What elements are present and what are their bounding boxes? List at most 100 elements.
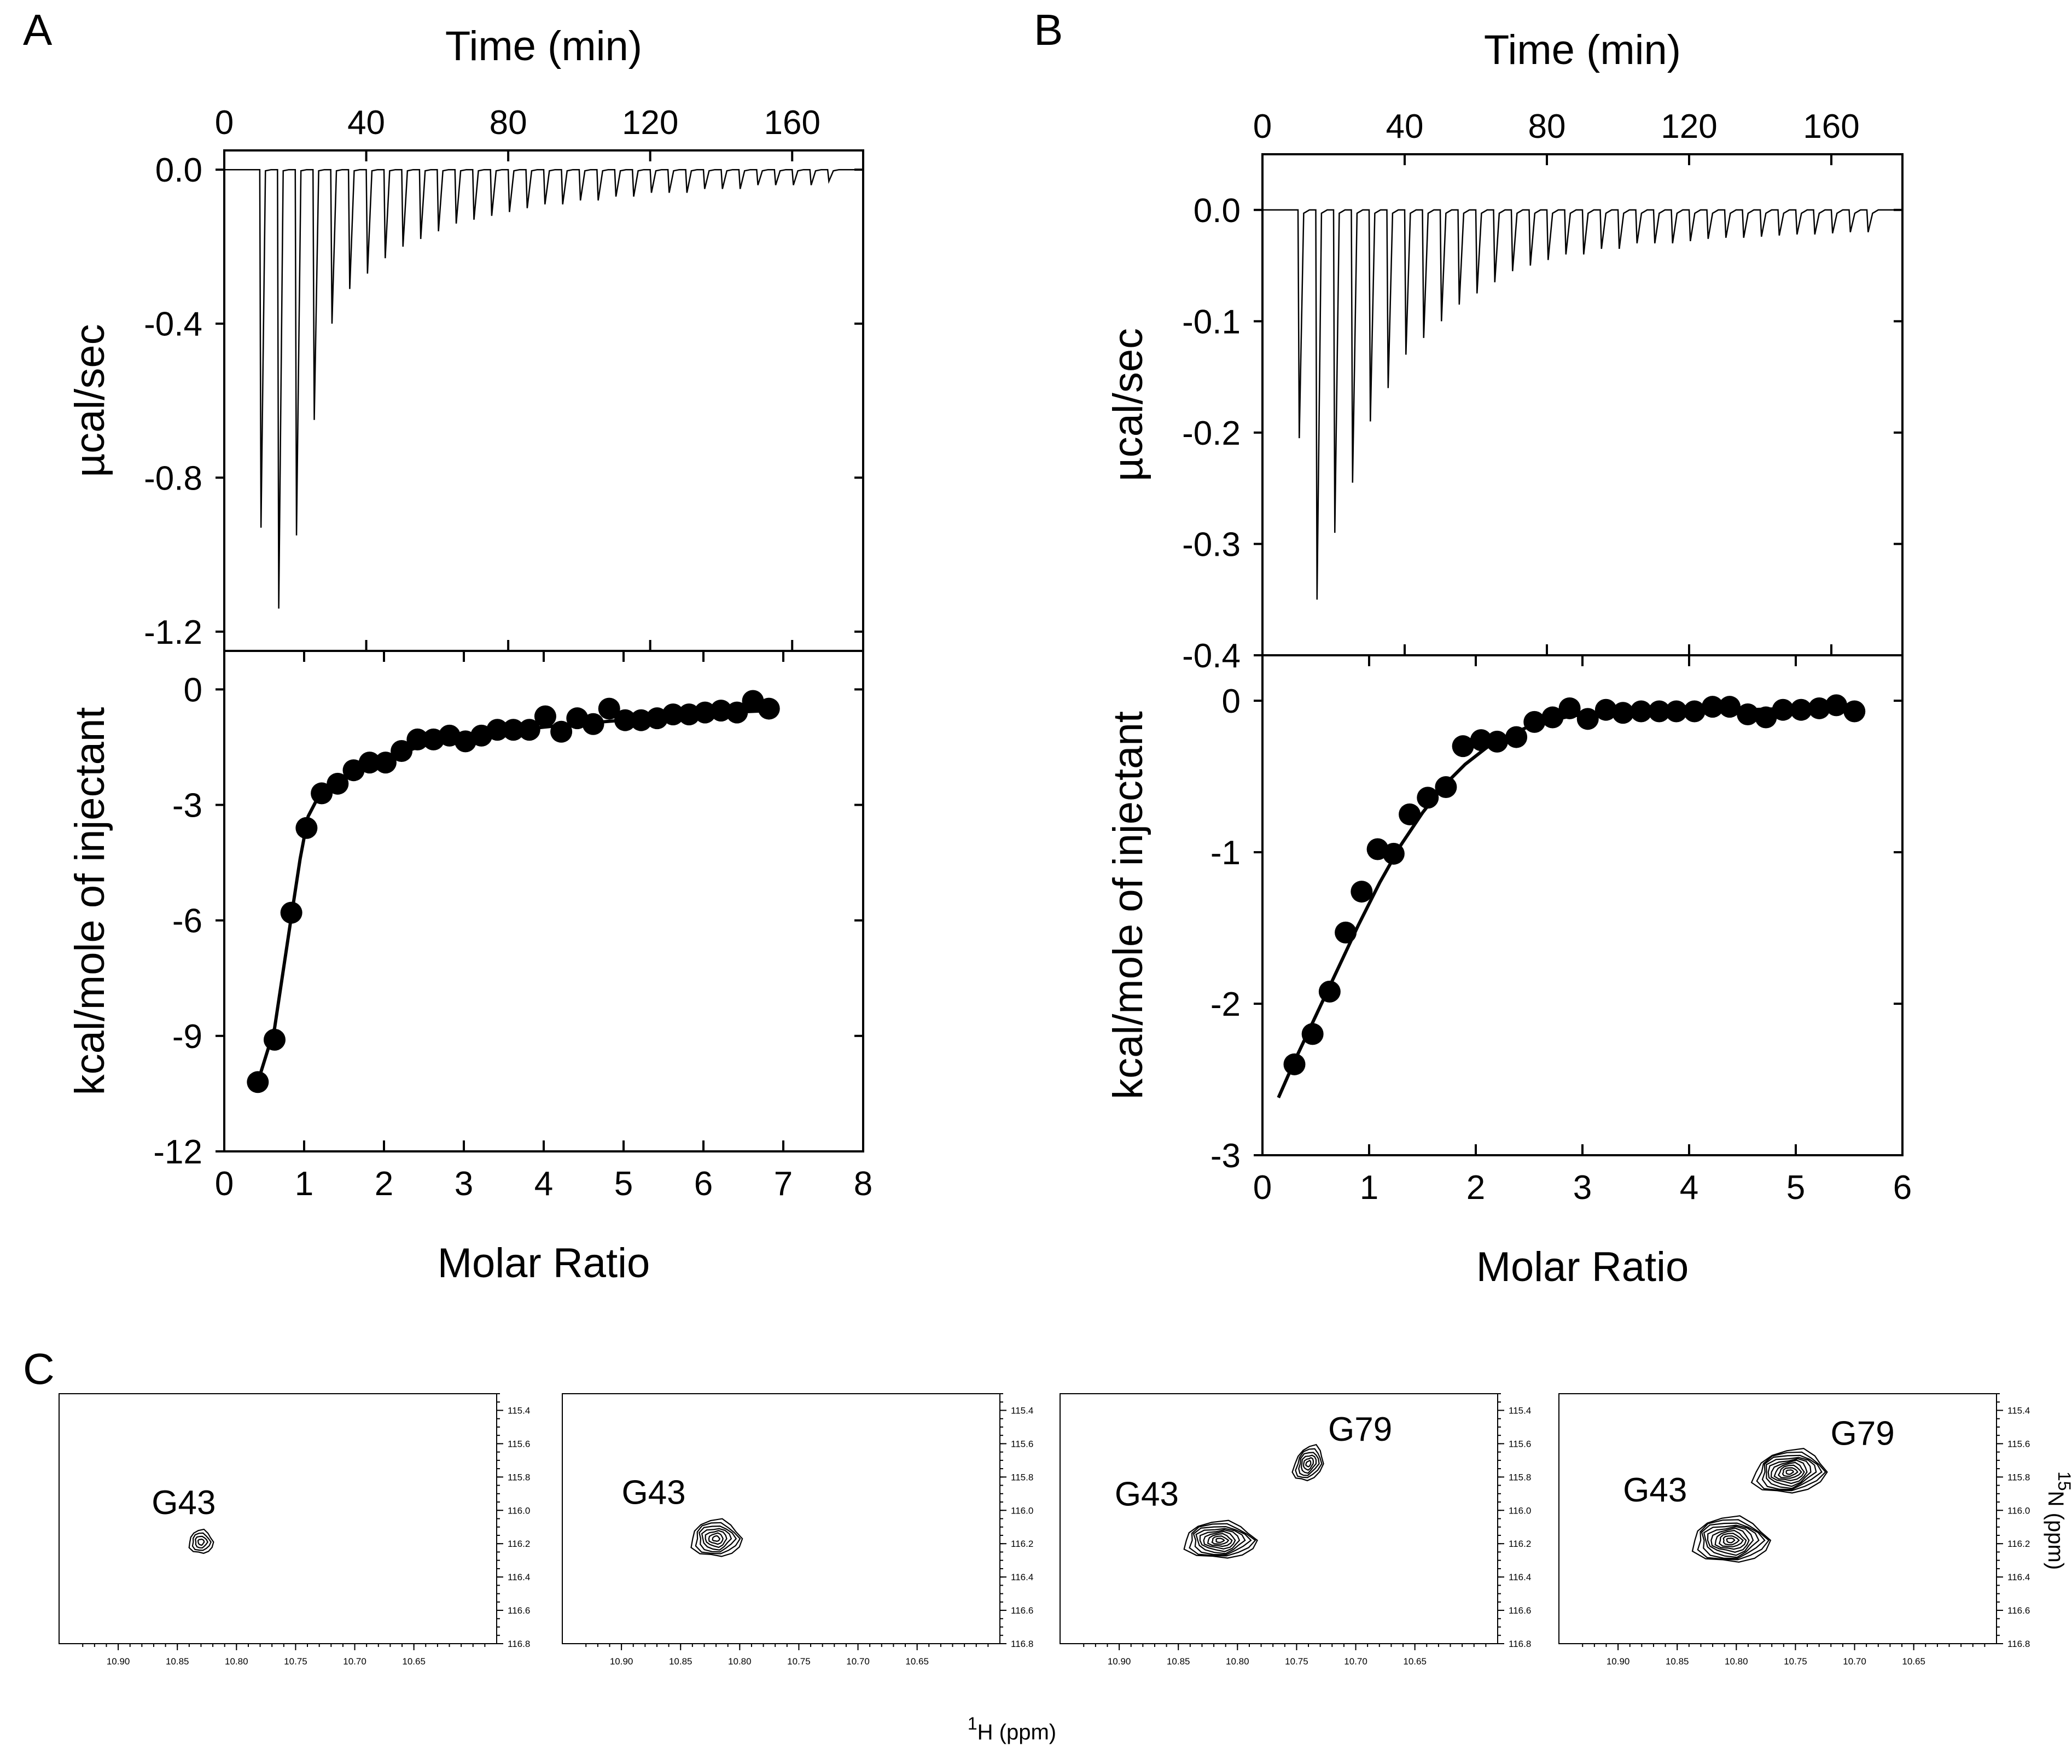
power-tick-label: -0.8 (144, 459, 202, 497)
ratio-tick-label: 4 (534, 1165, 553, 1203)
data-point (1790, 698, 1812, 721)
time-axis-title: Time (min) (1484, 27, 1681, 73)
enthalpy-axis-title: kcal/mole of injectant (67, 707, 113, 1096)
contour-level (1770, 1459, 1808, 1484)
data-point (280, 901, 302, 924)
spectrum-1: 10.90 10.85 10.80 10.75 10.70 10.65 115.4 115.6… (59, 1393, 530, 1667)
data-point (1755, 706, 1777, 729)
ppm-n-tick-label: 115.6 (508, 1439, 530, 1449)
data-point (1318, 980, 1341, 1003)
data-point (1719, 696, 1741, 718)
ppm-h-tick-label: 10.65 (1902, 1656, 1925, 1667)
data-point (1351, 881, 1373, 903)
data-point (327, 772, 349, 795)
data-point (1683, 700, 1706, 723)
ppm-h-tick-label: 10.75 (284, 1656, 307, 1667)
ratio-tick-label: 0 (1253, 1169, 1272, 1207)
contour-level (1750, 1447, 1828, 1494)
ratio-tick-label: 1 (295, 1165, 313, 1203)
contour-level (1183, 1520, 1259, 1559)
contour-level (1697, 1519, 1770, 1561)
contour-level (1756, 1451, 1826, 1492)
ratio-tick-label: 7 (774, 1165, 793, 1203)
power-tick-label: -1.2 (144, 614, 202, 651)
ppm-n-tick-label: 116.4 (2007, 1572, 2030, 1582)
ppm-h-tick-label: 10.85 (166, 1656, 189, 1667)
ppm-n-tick-label: 115.4 (1509, 1405, 1531, 1416)
ppm-n-tick-label: 115.6 (2007, 1439, 2030, 1449)
contour-level (701, 1528, 732, 1551)
contour-level (699, 1525, 737, 1553)
ppm-h-tick-label: 10.65 (1403, 1656, 1427, 1667)
data-point (726, 701, 748, 724)
data-point (391, 740, 413, 762)
ppm-n-tick-label: 116.0 (508, 1505, 530, 1516)
data-point (406, 728, 429, 750)
n-ppm-axis-title: 15N (ppm) (2044, 1471, 2072, 1570)
ppm-n-tick-label: 116.0 (1509, 1505, 1531, 1516)
peak-label-g43: G43 (621, 1474, 685, 1512)
ppm-h-tick-label: 10.70 (1344, 1656, 1367, 1667)
time-tick-label: 160 (1803, 108, 1859, 145)
ppm-h-tick-label: 10.80 (225, 1656, 248, 1667)
contour-level (1777, 1464, 1802, 1479)
time-tick-label: 40 (1386, 108, 1424, 145)
enthalpy-tick-label: -3 (172, 787, 202, 825)
time-tick-label: 160 (764, 104, 820, 142)
peak-label-g79: G79 (1328, 1411, 1392, 1448)
ppm-h-tick-label: 10.70 (1843, 1656, 1866, 1667)
data-point (1594, 698, 1617, 721)
time-tick-label: 40 (347, 104, 385, 142)
contour-level (1761, 1454, 1823, 1491)
power-tick-label: 0.0 (155, 152, 202, 189)
data-point (1825, 694, 1848, 717)
data-point (358, 752, 381, 774)
peak-label-g43: G43 (152, 1484, 216, 1522)
ppm-h-tick-label: 10.65 (905, 1656, 929, 1667)
contour-level (1300, 1454, 1317, 1474)
n-ppm-axis-superscript: 15 (2054, 1471, 2072, 1491)
ppm-n-tick-label: 116.4 (1011, 1572, 1033, 1582)
ppm-n-tick-label: 115.4 (2007, 1405, 2030, 1416)
data-point (486, 719, 509, 741)
fit-curve (1277, 706, 1855, 1098)
time-tick-label: 120 (1661, 108, 1717, 145)
ppm-n-tick-label: 116.6 (1509, 1605, 1531, 1616)
contour-level (1726, 1538, 1736, 1544)
enthalpy-axis-title: kcal/mole of injectant (1105, 711, 1151, 1099)
contour-level (1203, 1530, 1236, 1550)
data-point (1576, 708, 1599, 730)
contour-level (1195, 1528, 1246, 1555)
data-point (662, 703, 684, 726)
contour-level (1707, 1526, 1754, 1556)
data-point (1737, 703, 1759, 726)
ppm-n-tick-label: 116.6 (1011, 1605, 1033, 1616)
data-point (295, 817, 318, 839)
contour-level (1782, 1467, 1799, 1477)
data-point (247, 1071, 269, 1093)
data-point (1435, 776, 1457, 798)
data-point (1843, 700, 1866, 723)
data-point (1648, 700, 1671, 723)
ppm-n-tick-label: 116.8 (508, 1639, 530, 1649)
ppm-n-tick-label: 115.6 (1509, 1439, 1531, 1449)
spectrum-frame (1060, 1393, 1498, 1644)
contour-level (1703, 1524, 1760, 1558)
time-tick-label: 120 (622, 104, 678, 142)
ppm-n-tick-label: 115.4 (1011, 1405, 1033, 1416)
data-point (1417, 787, 1439, 809)
data-point (1470, 729, 1492, 752)
data-point (1630, 700, 1652, 723)
power-tick-label: -0.1 (1182, 303, 1241, 341)
ppm-h-tick-label: 10.75 (787, 1656, 811, 1667)
ppm-h-tick-label: 10.85 (1666, 1656, 1689, 1667)
h-ppm-axis-text: H (ppm) (977, 1720, 1056, 1744)
data-point (614, 709, 636, 731)
h-ppm-axis-title: 1H (ppm) (968, 1714, 1056, 1744)
data-point (1505, 726, 1528, 748)
spectrum-frame (562, 1393, 1000, 1644)
enthalpy-tick-label: -12 (153, 1133, 202, 1171)
data-point (1772, 698, 1794, 721)
